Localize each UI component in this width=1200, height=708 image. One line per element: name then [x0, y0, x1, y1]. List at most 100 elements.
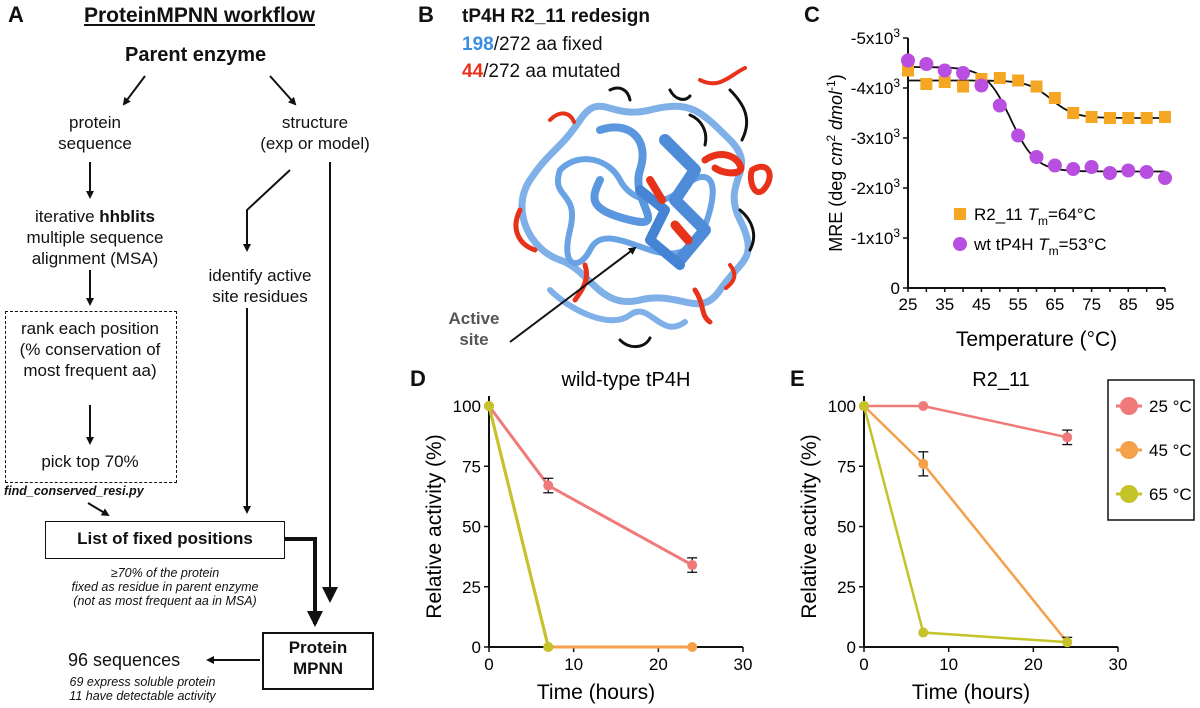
y-tick-label: 50	[837, 518, 856, 537]
x-tick-label: 30	[734, 655, 753, 674]
active-site-step: identify active site residues	[208, 266, 312, 306]
data-point	[687, 642, 698, 652]
arrow-to-fixed-from-rank	[87, 502, 110, 517]
panel-c-letter: C	[804, 2, 820, 27]
c-x-tick-label: 95	[1156, 295, 1175, 314]
c-point-r2-11	[1103, 112, 1116, 124]
c-y-tick-label: -5x103	[851, 26, 901, 48]
data-point	[543, 480, 554, 491]
x-tick-label: 20	[649, 655, 668, 674]
c-point-r2-11	[1012, 74, 1025, 87]
data-point	[918, 458, 929, 469]
y-tick-label: 50	[462, 518, 481, 537]
c-point-wt	[1121, 163, 1136, 178]
c-legend-label: wt tP4H Tm=53°C	[973, 235, 1107, 258]
chart-title: wild-type tP4H	[561, 369, 691, 391]
c-x-tick-label: 75	[1082, 295, 1101, 314]
mutated-count: 44/272 aa mutated	[462, 61, 621, 82]
series-line	[862, 405, 1068, 644]
legend-label: 45 °C	[1149, 441, 1192, 460]
c-point-wt	[956, 66, 971, 80]
c-point-r2-11	[1140, 112, 1153, 124]
c-point-wt	[974, 78, 989, 93]
c-point-wt	[937, 63, 952, 78]
c-y-tick-label: 0	[891, 279, 900, 298]
legend-label: 25 °C	[1149, 397, 1192, 416]
c-x-tick-label: 45	[972, 295, 991, 314]
protein-mpnn-label: Protein MPNN	[288, 638, 348, 678]
parent-enzyme-label: Parent enzyme	[125, 44, 267, 66]
panel-e-letter: E	[790, 366, 805, 391]
protein-structure	[513, 66, 773, 348]
c-legend-marker	[954, 208, 966, 220]
script-name: find_conserved_resi.py	[4, 484, 144, 498]
c-point-r2-11	[1067, 107, 1080, 119]
c-point-wt	[1029, 150, 1044, 164]
x-tick-label: 10	[564, 655, 583, 674]
c-point-wt	[919, 57, 934, 71]
arrow-to-structure	[269, 75, 297, 106]
c-point-r2-11	[957, 80, 970, 93]
panel-b-letter: B	[418, 2, 434, 27]
c-point-r2-11	[993, 72, 1006, 84]
data-point	[687, 560, 698, 571]
fixed-note: ≥70% of the protein fixed as residue in p…	[71, 566, 259, 608]
legend-label: 65 °C	[1149, 485, 1192, 504]
c-x-tick-label: 85	[1119, 295, 1138, 314]
workflow-arrows	[86, 75, 338, 664]
c-y-tick-label: -4x103	[851, 76, 901, 98]
fixed-positions-box	[45, 521, 285, 559]
c-y-label: MRE (deg cm2 dmol-1)	[824, 74, 846, 251]
c-x-label: Temperature (°C)	[956, 328, 1117, 351]
c-point-wt	[1102, 166, 1117, 180]
c-point-wt	[1158, 171, 1172, 185]
c-point-wt	[1047, 158, 1062, 173]
data-point	[918, 401, 929, 411]
structure-label: structure (exp or model)	[260, 113, 370, 153]
wildtype-activity-chart: 0 10 20 30 0 25 50 75 100 wild-type tP4H Time (hou…	[423, 369, 753, 704]
data-point	[484, 401, 494, 411]
y-tick-label: 75	[837, 457, 856, 476]
arrow-to-active-site	[243, 169, 291, 252]
c-point-r2-11	[1085, 111, 1098, 123]
y-label: Relative activity (%)	[423, 434, 446, 618]
c-point-r2-11	[902, 64, 914, 77]
protein-sequence-label: protein sequence	[58, 113, 132, 153]
c-point-wt	[992, 98, 1007, 113]
x-label: Time (hours)	[912, 681, 1030, 704]
y-label: Relative activity (%)	[798, 434, 821, 618]
arrow-to-sequence	[122, 75, 146, 106]
chart-title: R2_11	[972, 369, 1029, 391]
c-x-tick-label: 25	[899, 295, 918, 314]
c-x-tick-label: 55	[1009, 295, 1028, 314]
redesign-title: tP4H R2_11 redesign	[462, 6, 650, 27]
x-tick-label: 0	[484, 655, 493, 674]
output-note: 69 express soluble protein 11 have detect…	[69, 675, 216, 703]
c-point-r2-11	[1159, 111, 1171, 123]
c-point-r2-11	[1122, 112, 1135, 124]
y-tick-label: 75	[462, 457, 481, 476]
active-site-label: Active site	[448, 309, 500, 349]
y-tick-label: 25	[837, 578, 856, 597]
legend-marker	[1120, 441, 1138, 459]
c-legend-label: R2_11 Tm=64°C	[974, 205, 1096, 228]
y-tick-label: 0	[472, 638, 481, 657]
c-y-tick-label: -2x103	[851, 176, 901, 198]
c-point-r2-11	[938, 76, 951, 88]
fixed-positions-label: List of fixed positions	[77, 529, 253, 548]
r2-11-activity-chart: 0 10 20 30 0 25 50 75 100 R2_11 Time (hours) Relati…	[798, 369, 1195, 704]
data-point	[918, 627, 929, 638]
cd-melting-chart: 25 35 45 55 65 75 85 95 0 -1x103 -2x103 -3x103 -4x10…	[824, 26, 1175, 351]
fixed-count: 198/272 aa fixed	[462, 34, 603, 55]
msa-label: iterative hhblits multiple sequence align…	[26, 207, 164, 268]
legend-marker	[1120, 485, 1138, 503]
data-point	[1062, 637, 1073, 648]
active-site-pointer	[509, 246, 637, 343]
data-point	[859, 401, 869, 411]
c-point-wt	[901, 53, 915, 68]
y-tick-label: 25	[462, 578, 481, 597]
panel-a-letter: A	[8, 2, 24, 27]
c-x-tick-label: 35	[935, 295, 954, 314]
c-point-r2-11	[1030, 80, 1043, 93]
c-point-wt	[1066, 162, 1081, 176]
